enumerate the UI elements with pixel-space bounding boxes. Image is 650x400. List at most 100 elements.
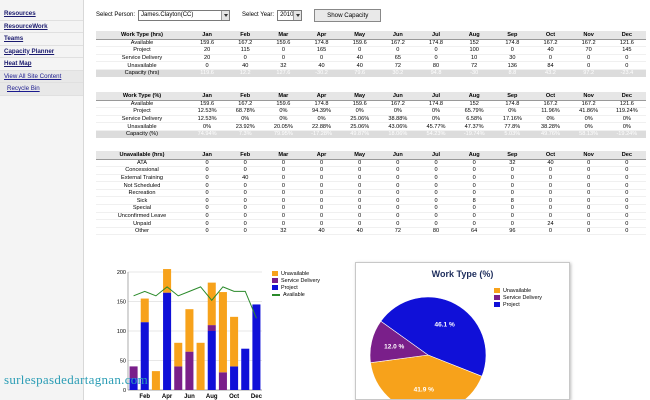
table-cell: 0 <box>455 174 494 183</box>
table-cell: 0 <box>569 189 608 198</box>
table-cell: 10 <box>455 54 494 63</box>
year-select[interactable]: 2010 <box>277 9 303 21</box>
sidebar-nav: Resources ResourceWork Teams Capacity Plann… <box>0 0 84 400</box>
table-cell: 0 <box>188 227 227 236</box>
row-label: Available <box>96 39 188 48</box>
capacity-total-row: Capacity (hrs) 119.6 12.2 127.6 -30.2 79.6 30.… <box>96 68 646 77</box>
bar-service-delivery <box>207 325 216 331</box>
table-cell: 167.2 <box>226 39 265 48</box>
table-cell: 174.8 <box>302 100 341 109</box>
sidebar-item-recycle-bin[interactable]: Recycle Bin <box>0 83 83 96</box>
table-cell: 0 <box>607 196 646 206</box>
table-cell: 77.8% <box>493 122 532 131</box>
table-cell: 80 <box>416 227 456 236</box>
month-header: May <box>340 151 379 160</box>
bar-chart-svg: 0 50 100 150 200 Feb Apr Jun Aug Oct Dec <box>117 269 263 400</box>
y-tick-label: 100 <box>117 329 126 335</box>
table-header-label: Work Type (%) <box>96 92 188 101</box>
capacity-bar-chart: 0 50 100 150 200 Feb Apr Jun Aug Oct Dec Unavailab… <box>112 262 338 400</box>
table-cell: 174.8 <box>416 100 456 109</box>
table-cell: 0 <box>264 46 303 55</box>
chevron-down-icon[interactable] <box>293 10 302 20</box>
table-cell: 22.88% <box>302 122 341 131</box>
table-cell: 0 <box>493 181 532 190</box>
capacity-cell-positive: 12.2 <box>226 68 265 77</box>
table-row: Unconfirmed Leave 0 0 0 0 0 0 0 0 0 0 0 0 <box>96 212 646 221</box>
table-cell: 0 <box>493 212 532 221</box>
month-header: Dec <box>607 151 646 160</box>
bar-unavailable <box>140 298 149 323</box>
table-cell: 174.8 <box>302 39 341 48</box>
table-cell: 20.05% <box>264 122 303 131</box>
legend-swatch <box>494 295 500 300</box>
table-header-row: Work Type (%) Jan Feb Mar Apr May Jun Jul Aug Sep… <box>96 92 646 101</box>
y-tick-label: 200 <box>117 270 126 276</box>
person-select[interactable]: James.Clayton(CC) <box>138 9 231 21</box>
table-cell: 0 <box>531 227 570 236</box>
table-cell: 159.6 <box>188 100 227 109</box>
sidebar-item-view-all-site-content[interactable]: View All Site Content <box>0 70 83 83</box>
table-cell: 0 <box>340 189 379 198</box>
table-cell: 0 <box>340 46 379 55</box>
month-header: Jan <box>188 31 227 40</box>
table-cell: 0 <box>455 219 494 228</box>
table-cell: 0 <box>531 166 570 175</box>
sidebar-item-resourcework[interactable]: ResourceWork <box>0 21 83 33</box>
row-label: Available <box>96 100 188 109</box>
table-cell: 159.6 <box>340 39 379 48</box>
table-row: Unavailable 0% 23.92% 20.05% 22.88% 25.06% 43.… <box>96 122 646 131</box>
table-cell: 0 <box>226 219 265 228</box>
table-cell: 0 <box>493 46 532 55</box>
table-cell: 167.2 <box>569 39 608 48</box>
sidebar-item-resources[interactable]: Resources <box>0 8 83 21</box>
month-header: Nov <box>569 92 608 101</box>
work-type-hours-table: Work Type (hrs) Jan Feb Mar Apr May Jun Jul Aug S… <box>96 31 646 77</box>
table-cell: 0 <box>607 159 646 168</box>
table-cell: 40 <box>226 174 265 183</box>
table-cell: 72 <box>378 61 417 70</box>
table-cell: 159.6 <box>264 39 303 48</box>
sidebar-item-heat-map[interactable]: Heat Map <box>0 58 83 71</box>
table-cell: 174.8 <box>493 39 532 48</box>
table-cell: 0 <box>302 181 341 190</box>
table-cell: 0 <box>340 196 379 206</box>
table-cell: 40 <box>226 61 265 70</box>
row-label: Unconfirmed Leave <box>96 212 188 221</box>
person-label: Select Person: <box>96 12 136 18</box>
legend-entry: Unavailable <box>494 287 542 294</box>
table-cell: 0% <box>569 122 608 131</box>
capacity-cell-positive: 18.06% <box>378 129 417 138</box>
table-cell: 0 <box>226 189 265 198</box>
month-header: Aug <box>455 151 494 160</box>
capacity-cell-negative: -23.4 <box>607 68 646 77</box>
row-label: Capacity (%) <box>96 129 188 138</box>
chevron-down-icon[interactable] <box>221 10 230 20</box>
table-cell: 11.96% <box>531 107 570 116</box>
table-cell: 0 <box>493 174 532 183</box>
table-cell: 0% <box>416 107 456 116</box>
sidebar-item-capacity-planner[interactable]: Capacity Planner <box>0 46 83 58</box>
show-capacity-button[interactable]: Show Capacity <box>314 8 382 22</box>
row-label: Unavailable <box>96 122 188 131</box>
table-cell: 165 <box>302 46 341 55</box>
capacity-cell-negative: -17.28% <box>302 129 341 138</box>
row-label: Unavailable <box>96 61 188 70</box>
table-row: Recreation 0 0 0 0 0 0 0 0 0 0 0 0 <box>96 189 646 198</box>
table-cell: 8 <box>493 196 532 206</box>
table-cell: 0% <box>340 107 379 116</box>
row-label: Sick <box>96 196 188 206</box>
capacity-cell-negative: -30.2 <box>302 68 341 77</box>
table-header-row: Work Type (hrs) Jan Feb Mar Apr May Jun Jul Aug S… <box>96 31 646 40</box>
month-header: Feb <box>226 151 265 160</box>
table-cell: 0 <box>416 54 456 63</box>
table-cell: 0 <box>455 166 494 175</box>
table-cell: 0 <box>378 219 417 228</box>
sidebar-item-teams[interactable]: Teams <box>0 33 83 46</box>
table-cell: 0 <box>264 212 303 221</box>
table-cell: 0 <box>226 181 265 190</box>
table-cell: 0 <box>188 174 227 183</box>
table-cell: 0 <box>607 219 646 228</box>
table-cell: 45.77% <box>416 122 456 131</box>
y-tick-label: 0 <box>123 388 126 394</box>
legend-swatch <box>272 278 278 283</box>
